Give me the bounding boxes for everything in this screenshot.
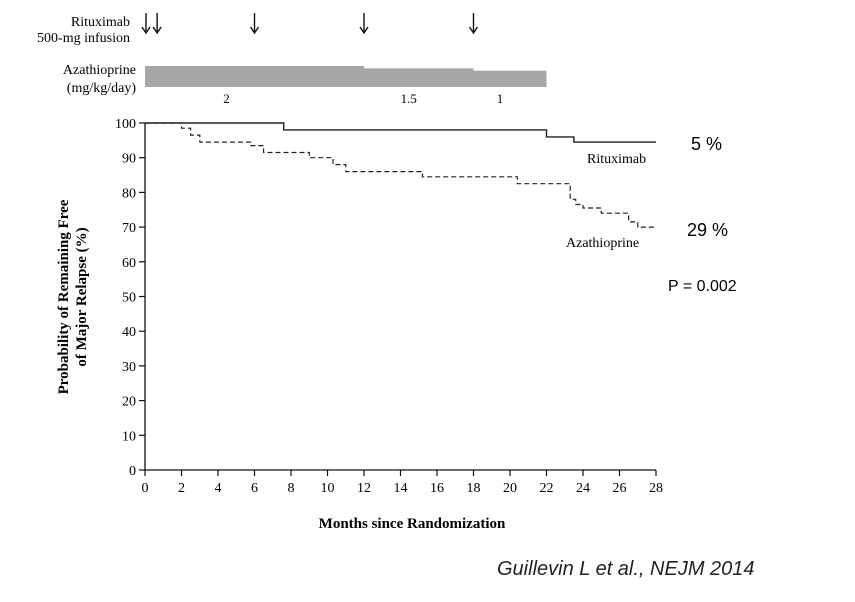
y-tick-label: 30 (122, 360, 136, 375)
x-tick-label: 16 (430, 481, 444, 496)
x-tick-label: 2 (178, 481, 185, 496)
x-tick-label: 24 (576, 481, 590, 496)
y-tick-label: 10 (122, 429, 136, 444)
y-tick-label: 100 (115, 117, 136, 132)
arrowhead-icon (249, 26, 260, 35)
arrowhead-icon (152, 26, 162, 35)
y-axis-label-line2: of Major Relapse (%) (74, 227, 90, 366)
dose-bar (145, 66, 364, 87)
y-tick-label: 50 (122, 291, 136, 306)
x-tick-label: 4 (215, 481, 222, 496)
series-label-rituximab: Rituximab (587, 152, 646, 167)
arrowhead-icon (468, 26, 479, 35)
y-tick-label: 80 (122, 186, 136, 201)
y-tick-label: 90 (122, 152, 136, 167)
y-tick-label: 0 (129, 464, 136, 479)
series-label-azathioprine: Azathioprine (566, 236, 639, 251)
x-tick-label: 10 (321, 481, 335, 496)
arrowhead-icon (359, 26, 369, 35)
x-tick-label: 0 (142, 481, 149, 496)
x-tick-label: 20 (503, 481, 517, 496)
dose-bar (364, 68, 474, 87)
dose-label: 1.5 (401, 91, 417, 106)
y-axis-label-line1: Probability of Remaining Free (56, 199, 72, 394)
aza-dose-bars: 2 1.5 1 (145, 66, 547, 106)
curves (145, 122, 656, 228)
x-tick-label: 18 (467, 481, 481, 496)
curve-azathioprine (145, 122, 656, 228)
x-tick-label: 6 (251, 481, 258, 496)
x-axis-label: Months since Randomization (319, 516, 506, 532)
aza-label-line1: Azathioprine (63, 63, 136, 78)
arrowhead-icon (141, 26, 151, 35)
y-tick-label: 40 (122, 325, 136, 340)
dose-bar (473, 70, 547, 87)
curve-rituximab (145, 122, 656, 143)
x-tick-label: 12 (357, 481, 371, 496)
infusion-label-line1: Rituximab (71, 15, 130, 30)
rituximab-percent: 5 % (691, 134, 722, 154)
x-tick-label: 22 (540, 481, 554, 496)
dose-label: 1 (497, 91, 504, 106)
x-tick-label: 28 (649, 481, 663, 496)
x-tick-label: 8 (288, 481, 295, 496)
km-chart: Rituximab 500-mg infusion Azathioprine (… (37, 13, 737, 532)
infusion-label-line2: 500-mg infusion (37, 31, 130, 46)
citation: Guillevin L et al., NEJM 2014 (497, 558, 755, 580)
p-value: P = 0.002 (668, 278, 737, 295)
y-tick-label: 20 (122, 395, 136, 410)
aza-label-line2: (mg/kg/day) (67, 81, 137, 96)
x-tick-label: 26 (613, 481, 627, 496)
y-tick-label: 60 (122, 256, 136, 271)
dose-label: 2 (223, 91, 230, 106)
azathioprine-percent: 29 % (687, 220, 728, 240)
x-tick-label: 14 (394, 481, 408, 496)
y-tick-label: 70 (122, 221, 136, 236)
infusion-arrows (141, 13, 479, 35)
